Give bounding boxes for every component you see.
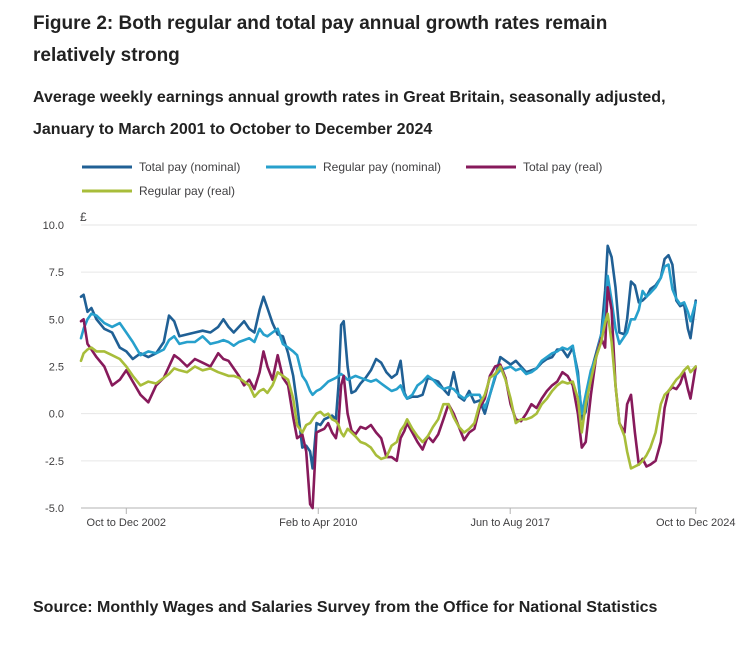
- chart-series-lines: [79, 244, 697, 510]
- legend-label-total-pay-nominal: Total pay (nominal): [139, 160, 240, 174]
- x-tick-label: Feb to Apr 2010: [279, 517, 357, 529]
- y-tick-label: -5.0: [45, 503, 64, 515]
- series-line-regular-pay-nominal: [79, 263, 697, 415]
- x-tick-label: Oct to Dec 2002: [87, 517, 167, 529]
- legend-label-total-pay-real: Total pay (real): [523, 160, 602, 174]
- line-chart: Total pay (nominal) Regular pay (nominal)…: [43, 160, 736, 529]
- x-axis: Oct to Dec 2002 Feb to Apr 2010 Jun to Aug…: [87, 508, 736, 529]
- legend-label-regular-pay-real: Regular pay (real): [139, 184, 235, 198]
- chart-subtitle: Average weekly earnings annual growth ra…: [33, 89, 666, 138]
- y-tick-label: 0.0: [49, 409, 64, 421]
- y-tick-label: 5.0: [49, 314, 64, 326]
- y-axis-unit-label: £: [80, 210, 87, 224]
- chart-gridlines: [81, 224, 697, 509]
- x-tick-label: Jun to Aug 2017: [470, 517, 550, 529]
- y-axis: £ -5.0 -2.5 0.0 2.5 5.0 7.5 10.0: [43, 210, 87, 515]
- legend-label-regular-pay-nominal: Regular pay (nominal): [323, 160, 441, 174]
- y-tick-label: 2.5: [49, 362, 64, 374]
- series-line-total-pay-real: [79, 286, 697, 510]
- chart-legend: Total pay (nominal) Regular pay (nominal)…: [82, 160, 602, 198]
- x-tick-label: Oct to Dec 2024: [656, 517, 736, 529]
- y-tick-label: 10.0: [43, 220, 64, 232]
- y-tick-label: 7.5: [49, 267, 64, 279]
- y-tick-label: -2.5: [45, 456, 64, 468]
- figure-title: Figure 2: Both regular and total pay ann…: [33, 13, 608, 66]
- source-note: Source: Monthly Wages and Salaries Surve…: [33, 599, 658, 616]
- series-line-regular-pay-real: [79, 312, 697, 470]
